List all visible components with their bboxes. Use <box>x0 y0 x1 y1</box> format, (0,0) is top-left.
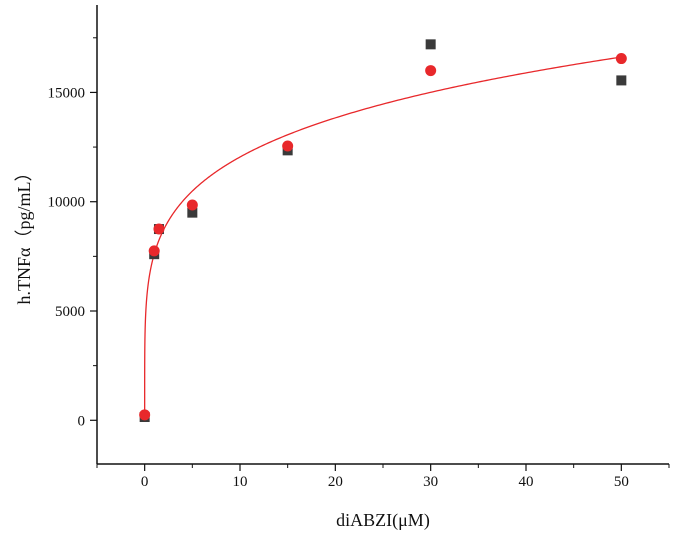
y-tick-label: 10000 <box>48 195 86 211</box>
data-point-circle <box>148 245 160 257</box>
data-point-circle <box>186 199 198 211</box>
data-point-circle <box>425 65 437 77</box>
x-axis-label: diABZI(μM) <box>336 510 430 531</box>
x-tick-label: 50 <box>614 474 629 490</box>
data-point-circle <box>282 140 294 152</box>
fit-curve-group <box>144 56 622 421</box>
y-axis-label: h.TNFα（pg/mL） <box>14 164 34 305</box>
data-point-square <box>616 75 627 86</box>
fit-curve <box>144 56 622 421</box>
data-point-circle <box>139 409 151 421</box>
data-point-square <box>187 207 198 218</box>
data-point-circle <box>153 223 165 235</box>
x-tick-label: 30 <box>423 474 438 490</box>
data-point-circle <box>615 53 627 65</box>
y-tick-label: 0 <box>78 413 86 429</box>
y-tick-label: 5000 <box>55 304 85 320</box>
x-tick-label: 10 <box>233 474 248 490</box>
x-tick-label: 20 <box>328 474 343 490</box>
x-tick-label: 40 <box>519 474 534 490</box>
data-points <box>139 39 627 423</box>
data-point-square <box>425 39 436 50</box>
x-tick-label: 0 <box>141 474 149 490</box>
axes: 0 10 20 30 40 50 0 5000 10000 15000 <box>48 5 670 490</box>
y-tick-label: 15000 <box>48 85 86 101</box>
